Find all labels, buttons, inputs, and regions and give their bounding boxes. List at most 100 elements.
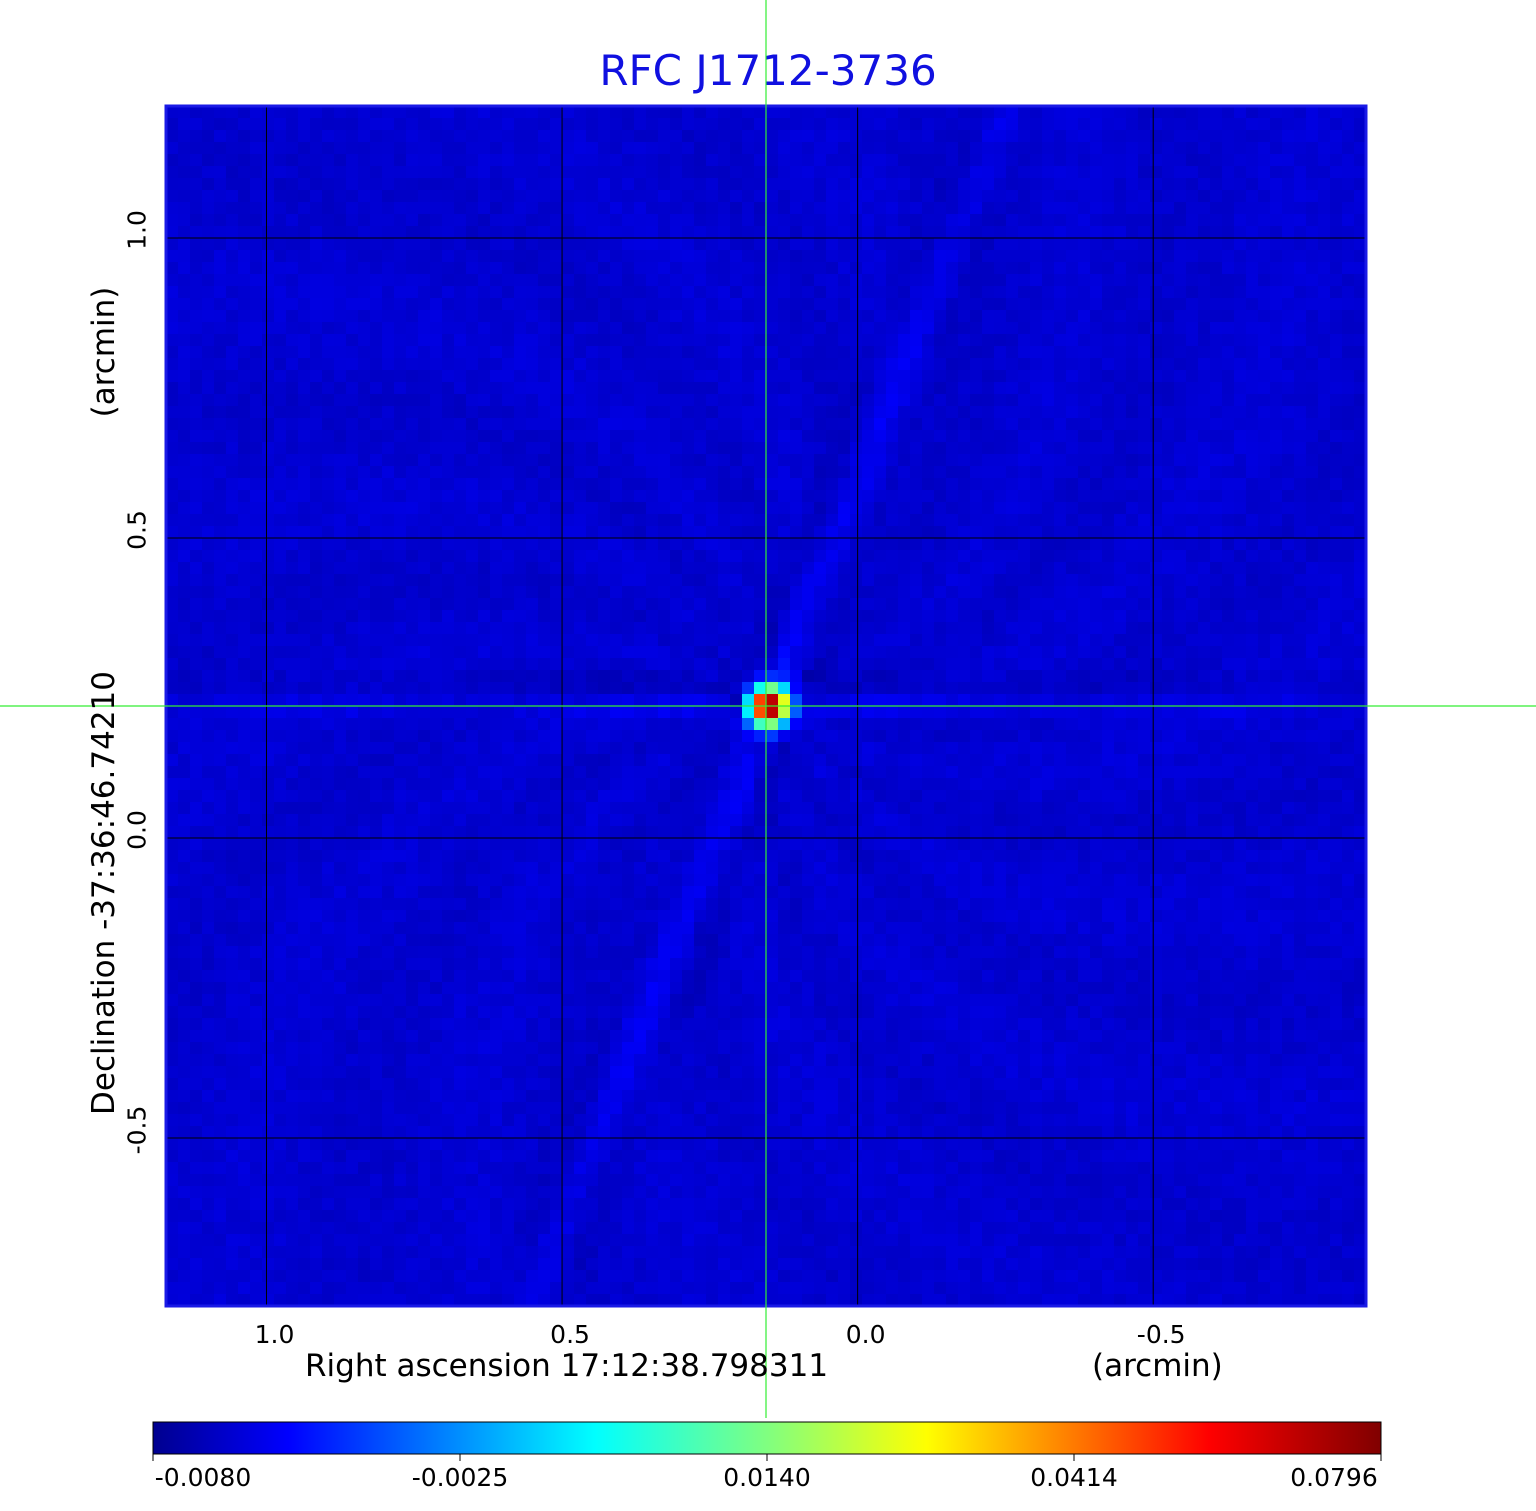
heat-cell	[1246, 646, 1259, 659]
heat-cell	[766, 202, 779, 215]
heat-cell	[622, 406, 635, 419]
heat-cell	[274, 682, 287, 695]
heat-cell	[1246, 334, 1259, 347]
heat-cell	[946, 670, 959, 683]
heat-cell	[1210, 682, 1223, 695]
heat-cell	[658, 118, 671, 131]
heat-cell	[1258, 154, 1271, 167]
heat-cell	[766, 286, 779, 299]
heat-cell	[850, 238, 863, 251]
heat-cell	[322, 550, 335, 563]
heat-cell	[1126, 286, 1139, 299]
heat-cell	[1306, 538, 1319, 551]
heat-cell	[586, 622, 599, 635]
heat-cell	[790, 514, 803, 527]
heat-cell	[1198, 238, 1211, 251]
heat-cell	[838, 154, 851, 167]
heat-cell	[1294, 526, 1307, 539]
heat-cell	[1102, 526, 1115, 539]
heat-cell	[1318, 142, 1331, 155]
heat-cell	[1114, 250, 1127, 263]
heat-cell	[742, 574, 755, 587]
heat-cell	[706, 178, 719, 191]
heat-cell	[310, 178, 323, 191]
heat-cell	[394, 106, 407, 119]
heat-cell	[166, 514, 179, 527]
heat-cell	[562, 694, 575, 707]
heat-cell	[1354, 118, 1367, 131]
heat-cell	[430, 370, 443, 383]
heat-cell	[1198, 310, 1211, 323]
heat-cell	[766, 622, 779, 635]
heat-cell	[574, 286, 587, 299]
heat-cell	[346, 358, 359, 371]
heat-cell	[322, 694, 335, 707]
heat-cell	[1306, 670, 1319, 683]
heat-cell	[850, 262, 863, 275]
heat-cell	[1138, 454, 1151, 467]
heat-cell	[370, 214, 383, 227]
heat-cell	[442, 562, 455, 575]
heat-cell	[862, 490, 875, 503]
heat-cell	[1174, 622, 1187, 635]
heat-cell	[898, 598, 911, 611]
heat-cell	[982, 418, 995, 431]
heat-cell	[166, 262, 179, 275]
heat-cell	[370, 178, 383, 191]
heat-cell	[982, 130, 995, 143]
heat-cell	[898, 298, 911, 311]
heat-cell	[334, 322, 347, 335]
heat-cell	[202, 418, 215, 431]
heat-cell	[1054, 574, 1067, 587]
heat-cell	[214, 502, 227, 515]
heat-cell	[1210, 466, 1223, 479]
heat-cell	[754, 130, 767, 143]
heat-cell	[1018, 550, 1031, 563]
heat-cell	[466, 106, 479, 119]
heat-cell	[1066, 190, 1079, 203]
heat-cell	[934, 166, 947, 179]
heat-cell	[250, 646, 263, 659]
heat-cell	[310, 586, 323, 599]
heat-cell	[310, 682, 323, 695]
heat-cell	[994, 154, 1007, 167]
heat-cell	[1234, 502, 1247, 515]
heat-cell	[1234, 490, 1247, 503]
heat-cell	[1006, 586, 1019, 599]
heat-cell	[490, 502, 503, 515]
heat-cell	[586, 382, 599, 395]
heat-cell	[442, 574, 455, 587]
heat-cell	[1258, 442, 1271, 455]
heat-cell	[1270, 298, 1283, 311]
heat-cell	[1078, 670, 1091, 683]
heat-cell	[1354, 682, 1367, 695]
heat-cell	[694, 526, 707, 539]
heat-cell	[334, 682, 347, 695]
heat-cell	[970, 310, 983, 323]
heat-cell	[454, 550, 467, 563]
heat-cell	[1174, 670, 1187, 683]
heat-cell	[382, 430, 395, 443]
heat-cell	[1294, 502, 1307, 515]
heat-cell	[538, 250, 551, 263]
heat-cell	[574, 598, 587, 611]
heat-cell	[970, 118, 983, 131]
heat-cell	[586, 166, 599, 179]
heat-cell	[1090, 106, 1103, 119]
heat-cell	[778, 238, 791, 251]
heat-cell	[1174, 130, 1187, 143]
heat-cell	[1198, 586, 1211, 599]
heat-cell	[166, 610, 179, 623]
heat-cell	[994, 502, 1007, 515]
heat-cell	[1234, 250, 1247, 263]
heat-cell	[898, 370, 911, 383]
heat-cell	[1306, 238, 1319, 251]
heat-cell	[490, 526, 503, 539]
heat-cell	[346, 454, 359, 467]
heat-cell	[598, 262, 611, 275]
heat-cell	[1042, 454, 1055, 467]
heat-cell	[1330, 622, 1343, 635]
heat-cell	[742, 346, 755, 359]
heat-cell	[550, 322, 563, 335]
heat-cell	[778, 274, 791, 287]
